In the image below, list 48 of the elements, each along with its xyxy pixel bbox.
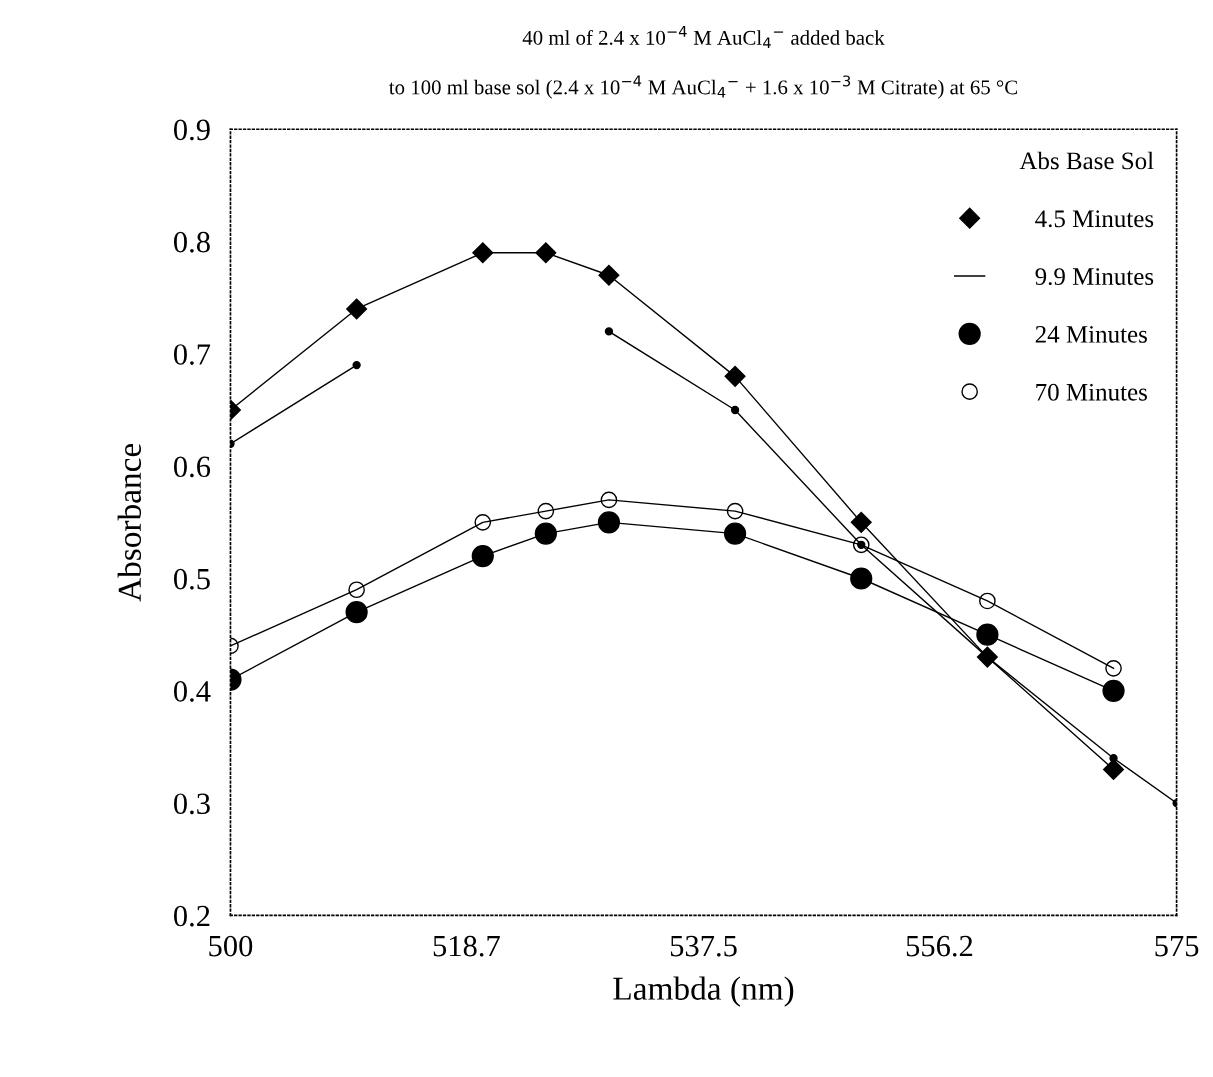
legend-label: 24 Minutes bbox=[1035, 326, 1147, 343]
point bbox=[852, 536, 870, 554]
x-tick-label: 518.7 bbox=[433, 935, 500, 957]
y-tick-label: 0.8 bbox=[174, 231, 210, 253]
y-tick-label: 0.9 bbox=[174, 119, 210, 141]
point bbox=[723, 522, 747, 545]
point bbox=[352, 360, 361, 370]
point bbox=[345, 601, 368, 624]
legend-label: 9.9 Minutes bbox=[1035, 268, 1154, 286]
point bbox=[472, 242, 494, 264]
point bbox=[726, 502, 744, 520]
x-tick-label: 537.5 bbox=[670, 935, 737, 957]
point bbox=[850, 511, 872, 533]
y-tick-label: 0.5 bbox=[174, 568, 210, 590]
y-tick-label: 0.4 bbox=[174, 681, 211, 702]
point bbox=[346, 298, 368, 320]
legend-label: 4.5 Minutes bbox=[1035, 210, 1154, 228]
point bbox=[976, 623, 999, 646]
point bbox=[471, 544, 494, 568]
point bbox=[1105, 660, 1122, 677]
point bbox=[597, 511, 621, 534]
chart-title: 40 ml of 2.4 x 10$^{−4}$ M AuCl$_{4}$$^{−}$ added back bbox=[522, 26, 885, 49]
chart-subtitle: to 100 ml base sol (2.4 x 10$^{−4}$ M AuCl$_{4}$$^{−}$ + 1.6 x 10$^{−3}$ M Citrate) at 65 °C bbox=[389, 75, 1017, 99]
point bbox=[598, 264, 620, 286]
point bbox=[1102, 679, 1125, 702]
legend-title: Abs Base Sol bbox=[1019, 151, 1154, 170]
x-tick-label: 556.2 bbox=[906, 935, 973, 957]
y-tick-label: 0.7 bbox=[174, 344, 211, 365]
point bbox=[979, 592, 996, 610]
point bbox=[724, 365, 746, 387]
point bbox=[537, 502, 555, 520]
point bbox=[1109, 754, 1118, 763]
point bbox=[850, 567, 873, 590]
x-tick-label: 575 bbox=[1155, 936, 1199, 957]
point bbox=[604, 327, 614, 336]
point bbox=[474, 514, 492, 531]
y-tick-label: 0.3 bbox=[174, 793, 210, 815]
y-tick-label: 0.2 bbox=[174, 905, 210, 927]
x-axis-title: Lambda (nm) bbox=[613, 976, 794, 1007]
point bbox=[534, 522, 557, 545]
point bbox=[348, 581, 365, 599]
x-tick-label: 500 bbox=[209, 935, 253, 957]
y-axis-title: Absorbance bbox=[117, 443, 142, 602]
legend-label: 70 Minutes bbox=[1036, 383, 1147, 401]
point bbox=[600, 491, 618, 509]
point bbox=[730, 405, 740, 415]
point bbox=[535, 242, 557, 264]
y-tick-label: 0.6 bbox=[174, 456, 211, 478]
